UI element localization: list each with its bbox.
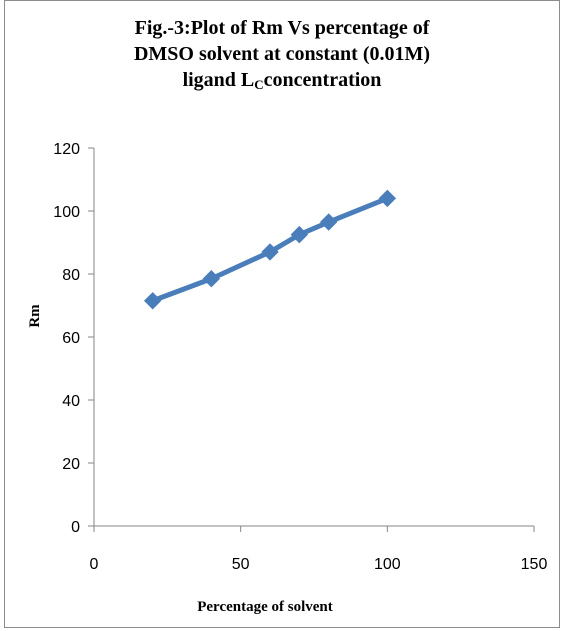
y-axis-label: Rm <box>27 304 43 328</box>
data-point-marker <box>143 292 162 310</box>
title-ligand-subscript: C <box>254 77 264 92</box>
axes <box>93 148 534 527</box>
x-tick-label: 150 <box>521 556 548 573</box>
y-tick-label: 40 <box>62 393 80 410</box>
data-point-marker <box>202 270 221 288</box>
y-tick-label: 100 <box>53 204 80 221</box>
series-line <box>150 195 390 304</box>
x-tick-label: 0 <box>90 556 99 573</box>
y-tick-label: 0 <box>71 519 80 536</box>
title-line-3-tail: concentration <box>263 69 382 91</box>
data-point-marker <box>290 225 309 244</box>
title-line-3: ligand LCconcentration <box>5 67 559 93</box>
y-axis-ticks: 0 20 40 60 80 100 120 <box>53 141 94 536</box>
title-line-1: Fig.-3:Plot of Rm Vs percentage of <box>134 17 430 39</box>
chart-title: Fig.-3:Plot of Rm Vs percentage of DMSO … <box>5 15 559 93</box>
chart-frame: Fig.-3:Plot of Rm Vs percentage of DMSO … <box>4 0 560 628</box>
data-point-marker <box>261 243 279 261</box>
title-line-3-text: ligand <box>182 69 241 91</box>
x-tick-label: 50 <box>232 556 250 573</box>
x-axis-label: Percentage of solvent <box>197 599 333 615</box>
title-line-2: DMSO solvent at constant (0.01M) <box>133 43 431 65</box>
x-tick-label: 100 <box>374 556 401 573</box>
data-point-marker <box>319 213 338 231</box>
y-tick-label: 80 <box>62 267 80 284</box>
y-tick-label: 120 <box>53 141 80 158</box>
y-tick-label: 60 <box>62 330 80 347</box>
title-ligand-letter: L <box>240 69 255 91</box>
x-axis-ticks: 0 50 100 150 <box>90 526 548 573</box>
data-series <box>143 189 397 310</box>
y-tick-label: 20 <box>62 456 80 473</box>
data-point-marker <box>378 189 397 208</box>
